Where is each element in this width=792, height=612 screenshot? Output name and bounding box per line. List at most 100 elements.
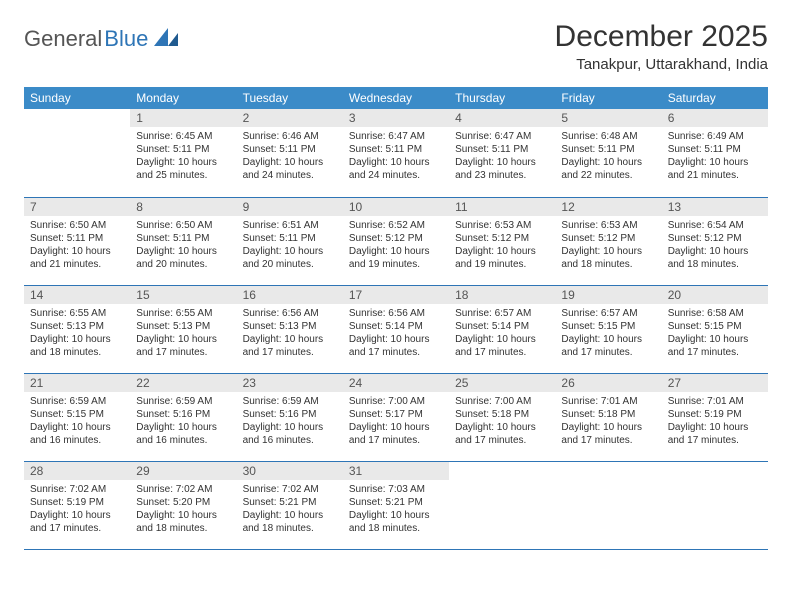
day-body: Sunrise: 6:52 AMSunset: 5:12 PMDaylight:… [343,216,449,275]
day-cell: 25Sunrise: 7:00 AMSunset: 5:18 PMDayligh… [449,373,555,461]
day-body: Sunrise: 6:56 AMSunset: 5:13 PMDaylight:… [237,304,343,363]
day-cell: 16Sunrise: 6:56 AMSunset: 5:13 PMDayligh… [237,285,343,373]
title-block: December 2025 Tanakpur, Uttarakhand, Ind… [555,20,768,73]
day-number: 11 [449,198,555,216]
day-header: Wednesday [343,87,449,109]
day-number: 12 [555,198,661,216]
day-number: 15 [130,286,236,304]
day-cell: 22Sunrise: 6:59 AMSunset: 5:16 PMDayligh… [130,373,236,461]
week-row: 28Sunrise: 7:02 AMSunset: 5:19 PMDayligh… [24,461,768,549]
day-header: Thursday [449,87,555,109]
day-body: Sunrise: 6:59 AMSunset: 5:15 PMDaylight:… [24,392,130,451]
day-cell: 26Sunrise: 7:01 AMSunset: 5:18 PMDayligh… [555,373,661,461]
day-number: 16 [237,286,343,304]
day-number: 10 [343,198,449,216]
logo: GeneralBlue [24,20,178,52]
day-cell: 29Sunrise: 7:02 AMSunset: 5:20 PMDayligh… [130,461,236,549]
day-body: Sunrise: 6:53 AMSunset: 5:12 PMDaylight:… [555,216,661,275]
day-number: 4 [449,109,555,127]
day-header: Monday [130,87,236,109]
day-cell: 19Sunrise: 6:57 AMSunset: 5:15 PMDayligh… [555,285,661,373]
day-body: Sunrise: 6:50 AMSunset: 5:11 PMDaylight:… [130,216,236,275]
day-body: Sunrise: 6:59 AMSunset: 5:16 PMDaylight:… [237,392,343,451]
logo-text-general: General [24,26,102,52]
day-body: Sunrise: 6:47 AMSunset: 5:11 PMDaylight:… [449,127,555,186]
day-number: 9 [237,198,343,216]
day-body: Sunrise: 6:58 AMSunset: 5:15 PMDaylight:… [662,304,768,363]
day-cell: 23Sunrise: 6:59 AMSunset: 5:16 PMDayligh… [237,373,343,461]
day-body: Sunrise: 6:48 AMSunset: 5:11 PMDaylight:… [555,127,661,186]
day-number: 8 [130,198,236,216]
day-number: 25 [449,374,555,392]
day-cell: 15Sunrise: 6:55 AMSunset: 5:13 PMDayligh… [130,285,236,373]
day-cell: 21Sunrise: 6:59 AMSunset: 5:15 PMDayligh… [24,373,130,461]
day-number: 1 [130,109,236,127]
day-header: Sunday [24,87,130,109]
day-cell: 28Sunrise: 7:02 AMSunset: 5:19 PMDayligh… [24,461,130,549]
day-cell: . [662,461,768,549]
day-number: 23 [237,374,343,392]
day-cell: 14Sunrise: 6:55 AMSunset: 5:13 PMDayligh… [24,285,130,373]
day-number: 19 [555,286,661,304]
day-cell: 17Sunrise: 6:56 AMSunset: 5:14 PMDayligh… [343,285,449,373]
day-number: 5 [555,109,661,127]
day-header: Tuesday [237,87,343,109]
day-number: 26 [555,374,661,392]
day-body: Sunrise: 6:46 AMSunset: 5:11 PMDaylight:… [237,127,343,186]
day-number: 17 [343,286,449,304]
day-number: 30 [237,462,343,480]
day-body: Sunrise: 6:55 AMSunset: 5:13 PMDaylight:… [130,304,236,363]
week-row: 21Sunrise: 6:59 AMSunset: 5:15 PMDayligh… [24,373,768,461]
logo-icon [154,28,178,51]
week-row: .1Sunrise: 6:45 AMSunset: 5:11 PMDayligh… [24,109,768,197]
day-cell: 3Sunrise: 6:47 AMSunset: 5:11 PMDaylight… [343,109,449,197]
day-body: Sunrise: 6:51 AMSunset: 5:11 PMDaylight:… [237,216,343,275]
day-header: Friday [555,87,661,109]
day-number: 7 [24,198,130,216]
day-body: Sunrise: 6:54 AMSunset: 5:12 PMDaylight:… [662,216,768,275]
day-cell: 8Sunrise: 6:50 AMSunset: 5:11 PMDaylight… [130,197,236,285]
day-body: Sunrise: 6:57 AMSunset: 5:14 PMDaylight:… [449,304,555,363]
day-body: Sunrise: 6:45 AMSunset: 5:11 PMDaylight:… [130,127,236,186]
day-body: Sunrise: 7:02 AMSunset: 5:21 PMDaylight:… [237,480,343,539]
day-cell: 18Sunrise: 6:57 AMSunset: 5:14 PMDayligh… [449,285,555,373]
day-body: Sunrise: 7:01 AMSunset: 5:19 PMDaylight:… [662,392,768,451]
day-cell: 31Sunrise: 7:03 AMSunset: 5:21 PMDayligh… [343,461,449,549]
day-number: 18 [449,286,555,304]
day-cell: 10Sunrise: 6:52 AMSunset: 5:12 PMDayligh… [343,197,449,285]
day-cell: 7Sunrise: 6:50 AMSunset: 5:11 PMDaylight… [24,197,130,285]
day-number: 21 [24,374,130,392]
day-body: Sunrise: 6:59 AMSunset: 5:16 PMDaylight:… [130,392,236,451]
day-cell: 11Sunrise: 6:53 AMSunset: 5:12 PMDayligh… [449,197,555,285]
day-cell: 9Sunrise: 6:51 AMSunset: 5:11 PMDaylight… [237,197,343,285]
day-cell: 4Sunrise: 6:47 AMSunset: 5:11 PMDaylight… [449,109,555,197]
day-body: Sunrise: 7:03 AMSunset: 5:21 PMDaylight:… [343,480,449,539]
calendar-body: .1Sunrise: 6:45 AMSunset: 5:11 PMDayligh… [24,109,768,549]
day-cell: . [449,461,555,549]
day-body: Sunrise: 6:50 AMSunset: 5:11 PMDaylight:… [24,216,130,275]
page-header: GeneralBlue December 2025 Tanakpur, Utta… [24,20,768,73]
day-body: Sunrise: 7:02 AMSunset: 5:19 PMDaylight:… [24,480,130,539]
day-cell: 2Sunrise: 6:46 AMSunset: 5:11 PMDaylight… [237,109,343,197]
week-row: 14Sunrise: 6:55 AMSunset: 5:13 PMDayligh… [24,285,768,373]
day-number: 13 [662,198,768,216]
day-cell: . [24,109,130,197]
day-body: Sunrise: 6:49 AMSunset: 5:11 PMDaylight:… [662,127,768,186]
day-body: Sunrise: 7:00 AMSunset: 5:17 PMDaylight:… [343,392,449,451]
day-number: 31 [343,462,449,480]
day-number: 14 [24,286,130,304]
logo-text-blue: Blue [104,26,148,52]
day-cell: 5Sunrise: 6:48 AMSunset: 5:11 PMDaylight… [555,109,661,197]
day-body: Sunrise: 6:56 AMSunset: 5:14 PMDaylight:… [343,304,449,363]
day-body: Sunrise: 6:55 AMSunset: 5:13 PMDaylight:… [24,304,130,363]
day-cell: 30Sunrise: 7:02 AMSunset: 5:21 PMDayligh… [237,461,343,549]
day-body: Sunrise: 7:01 AMSunset: 5:18 PMDaylight:… [555,392,661,451]
day-number: 29 [130,462,236,480]
day-cell: 24Sunrise: 7:00 AMSunset: 5:17 PMDayligh… [343,373,449,461]
day-body: Sunrise: 7:02 AMSunset: 5:20 PMDaylight:… [130,480,236,539]
day-number: 6 [662,109,768,127]
day-body: Sunrise: 6:53 AMSunset: 5:12 PMDaylight:… [449,216,555,275]
day-number: 22 [130,374,236,392]
day-number: 3 [343,109,449,127]
day-body: Sunrise: 6:47 AMSunset: 5:11 PMDaylight:… [343,127,449,186]
